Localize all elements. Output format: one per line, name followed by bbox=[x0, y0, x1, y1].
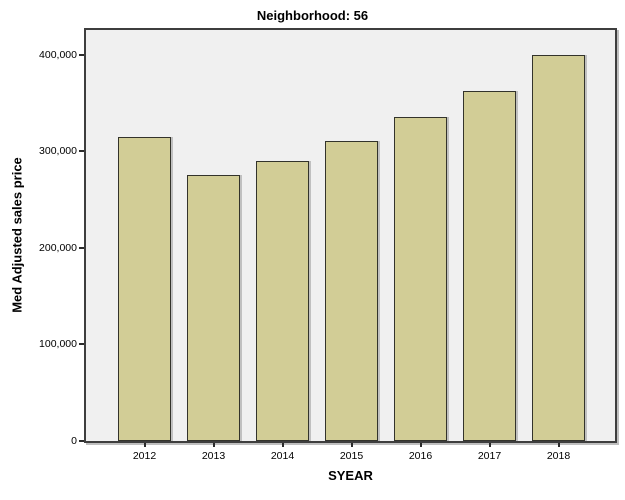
x-tick-label-2018: 2018 bbox=[546, 450, 571, 462]
y-tick-300,000 bbox=[79, 150, 84, 153]
y-tick-label-300,000: 300,000 bbox=[39, 145, 77, 158]
x-tick-2014 bbox=[281, 443, 284, 447]
x-tick-label-2015: 2015 bbox=[339, 450, 364, 462]
bar-2012 bbox=[118, 136, 171, 441]
y-tick-label-100,000: 100,000 bbox=[39, 338, 77, 351]
x-tick-2015 bbox=[350, 443, 353, 447]
y-tick-100,000 bbox=[79, 343, 84, 346]
bar-2016 bbox=[394, 117, 447, 441]
y-tick-label-200,000: 200,000 bbox=[39, 241, 77, 254]
x-tick-label-2017: 2017 bbox=[477, 450, 502, 462]
bar-2014 bbox=[256, 160, 309, 441]
x-tick-2012 bbox=[143, 443, 146, 447]
y-tick-label-0: 0 bbox=[71, 435, 77, 447]
bar-2013 bbox=[187, 175, 240, 441]
x-tick-label-2013: 2013 bbox=[201, 450, 226, 462]
bar-2015 bbox=[325, 141, 378, 441]
y-axis-title: Med Adjusted sales price bbox=[9, 157, 25, 313]
bar-2017 bbox=[463, 91, 516, 441]
y-tick-0 bbox=[79, 440, 84, 442]
y-tick-label-400,000: 400,000 bbox=[39, 48, 77, 61]
x-tick-label-2016: 2016 bbox=[408, 450, 433, 462]
x-tick-2018 bbox=[557, 443, 560, 447]
bar-2018 bbox=[532, 54, 585, 441]
y-tick-200,000 bbox=[79, 246, 84, 249]
x-tick-2013 bbox=[212, 443, 215, 447]
y-tick-400,000 bbox=[79, 53, 84, 56]
chart-title: Neighborhood: 56 bbox=[256, 8, 369, 23]
x-tick-2016 bbox=[419, 443, 422, 447]
x-tick-label-2014: 2014 bbox=[270, 450, 295, 462]
x-tick-label-2012: 2012 bbox=[132, 450, 157, 462]
x-tick-2017 bbox=[488, 443, 491, 447]
x-axis-title: SYEAR bbox=[328, 468, 373, 483]
